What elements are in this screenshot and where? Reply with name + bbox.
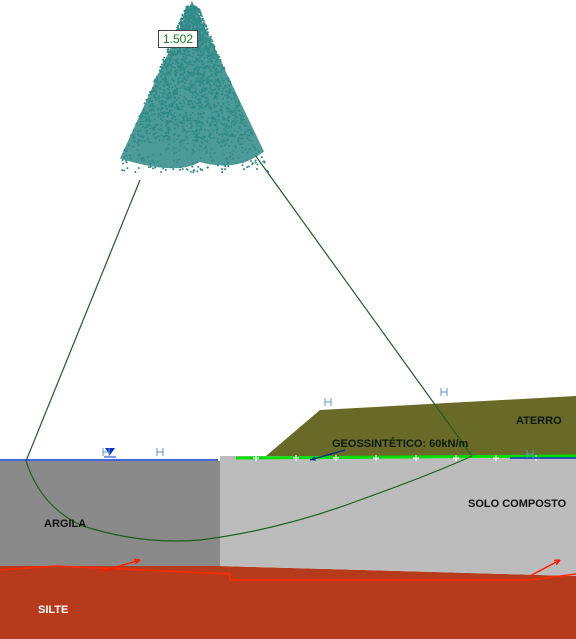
label-geosynthetic: GEOSSINTÉTICO: 60kN/m [332, 438, 468, 450]
label-solo-composto: SOLO COMPOSTO [468, 498, 566, 510]
safety-factor-value: 1.502 [163, 32, 193, 46]
cross-section-diagram [0, 0, 576, 639]
label-silte: SILTE [38, 604, 68, 616]
label-argila: ARGILA [44, 518, 86, 530]
safety-factor-box: 1.502 [158, 30, 198, 48]
label-aterro: ATERRO [516, 415, 562, 427]
